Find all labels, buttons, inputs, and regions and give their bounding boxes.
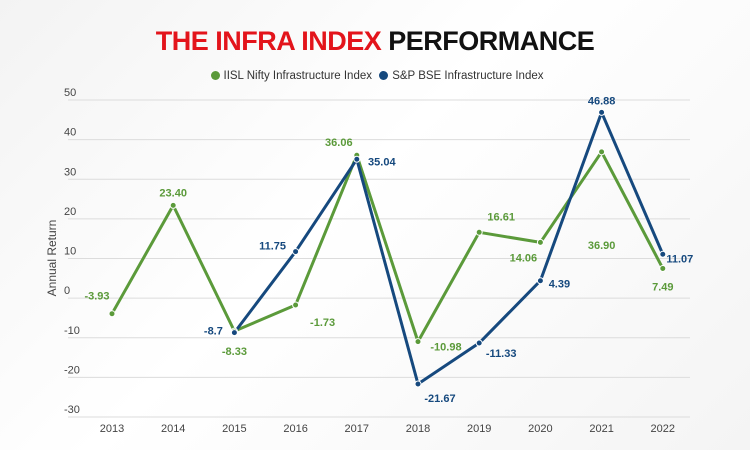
data-point	[598, 148, 606, 156]
x-tick-label: 2014	[161, 423, 185, 435]
y-tick-label: 0	[64, 285, 70, 297]
x-tick-label: 2020	[528, 423, 552, 435]
y-tick-label: 20	[64, 206, 76, 218]
data-point	[659, 264, 667, 272]
data-label: 14.06	[510, 252, 538, 264]
data-point	[598, 108, 606, 116]
data-label: 11.75	[259, 241, 286, 253]
data-label: 11.07	[666, 253, 693, 265]
legend-dot-bse	[379, 71, 389, 80]
x-tick-label: 2022	[651, 423, 675, 435]
data-point	[169, 201, 177, 209]
y-tick-label: 50	[64, 87, 76, 99]
legend-label-bse: S&P BSE Infrastructure Index	[392, 70, 544, 82]
y-tick-label: 40	[64, 127, 76, 139]
data-label: 36.06	[325, 137, 353, 149]
data-label: 46.88	[588, 95, 616, 107]
data-label: -10.98	[430, 342, 461, 354]
x-tick-label: 2015	[222, 423, 246, 435]
title-highlight: THE INFRA INDEX	[155, 26, 382, 56]
x-tick-label: 2021	[589, 423, 613, 435]
x-tick-label: 2017	[345, 423, 369, 435]
data-label: 16.61	[487, 211, 515, 223]
legend: IISL Nifty Infrastructure Index S&P BSE …	[0, 70, 750, 82]
data-point	[475, 228, 483, 236]
data-label: 35.04	[368, 156, 396, 168]
data-point	[414, 380, 422, 388]
y-tick-label: 30	[64, 166, 76, 178]
legend-dot-nifty	[210, 71, 220, 80]
y-tick-label: 10	[64, 246, 76, 258]
data-point	[414, 338, 422, 346]
data-label: -21.67	[424, 393, 455, 405]
title-rest: PERFORMANCE	[388, 26, 595, 56]
data-label: -3.93	[84, 291, 109, 303]
data-label: -1.73	[310, 317, 335, 329]
data-point	[475, 339, 483, 347]
data-label: 36.90	[588, 240, 616, 252]
y-tick-label: -10	[64, 325, 80, 337]
data-label: 7.49	[652, 281, 673, 293]
data-point	[659, 250, 667, 258]
x-tick-label: 2018	[406, 423, 430, 435]
legend-label-nifty: IISL Nifty Infrastructure Index	[223, 70, 373, 82]
chart-title: THE INFRA INDEX PERFORMANCE	[0, 26, 750, 57]
data-point	[292, 248, 300, 256]
data-label: -8.7	[204, 326, 223, 338]
y-tick-label: -30	[64, 404, 80, 416]
x-tick-label: 2016	[283, 423, 307, 435]
data-label: -8.33	[222, 346, 247, 358]
y-axis-label: Annual Return	[45, 220, 59, 297]
data-point	[536, 238, 544, 246]
data-point	[536, 277, 544, 285]
y-tick-label: -20	[64, 364, 80, 376]
x-tick-label: 2013	[100, 423, 124, 435]
data-label: 4.39	[549, 279, 570, 291]
series-line-nifty	[110, 150, 665, 344]
data-point	[292, 301, 300, 309]
data-point	[230, 329, 238, 337]
data-label: 23.40	[159, 187, 187, 199]
x-tick-label: 2019	[467, 423, 491, 435]
data-label: -11.33	[486, 348, 517, 360]
data-point	[108, 310, 116, 318]
data-point	[353, 155, 361, 163]
series-line-bse	[233, 110, 665, 386]
